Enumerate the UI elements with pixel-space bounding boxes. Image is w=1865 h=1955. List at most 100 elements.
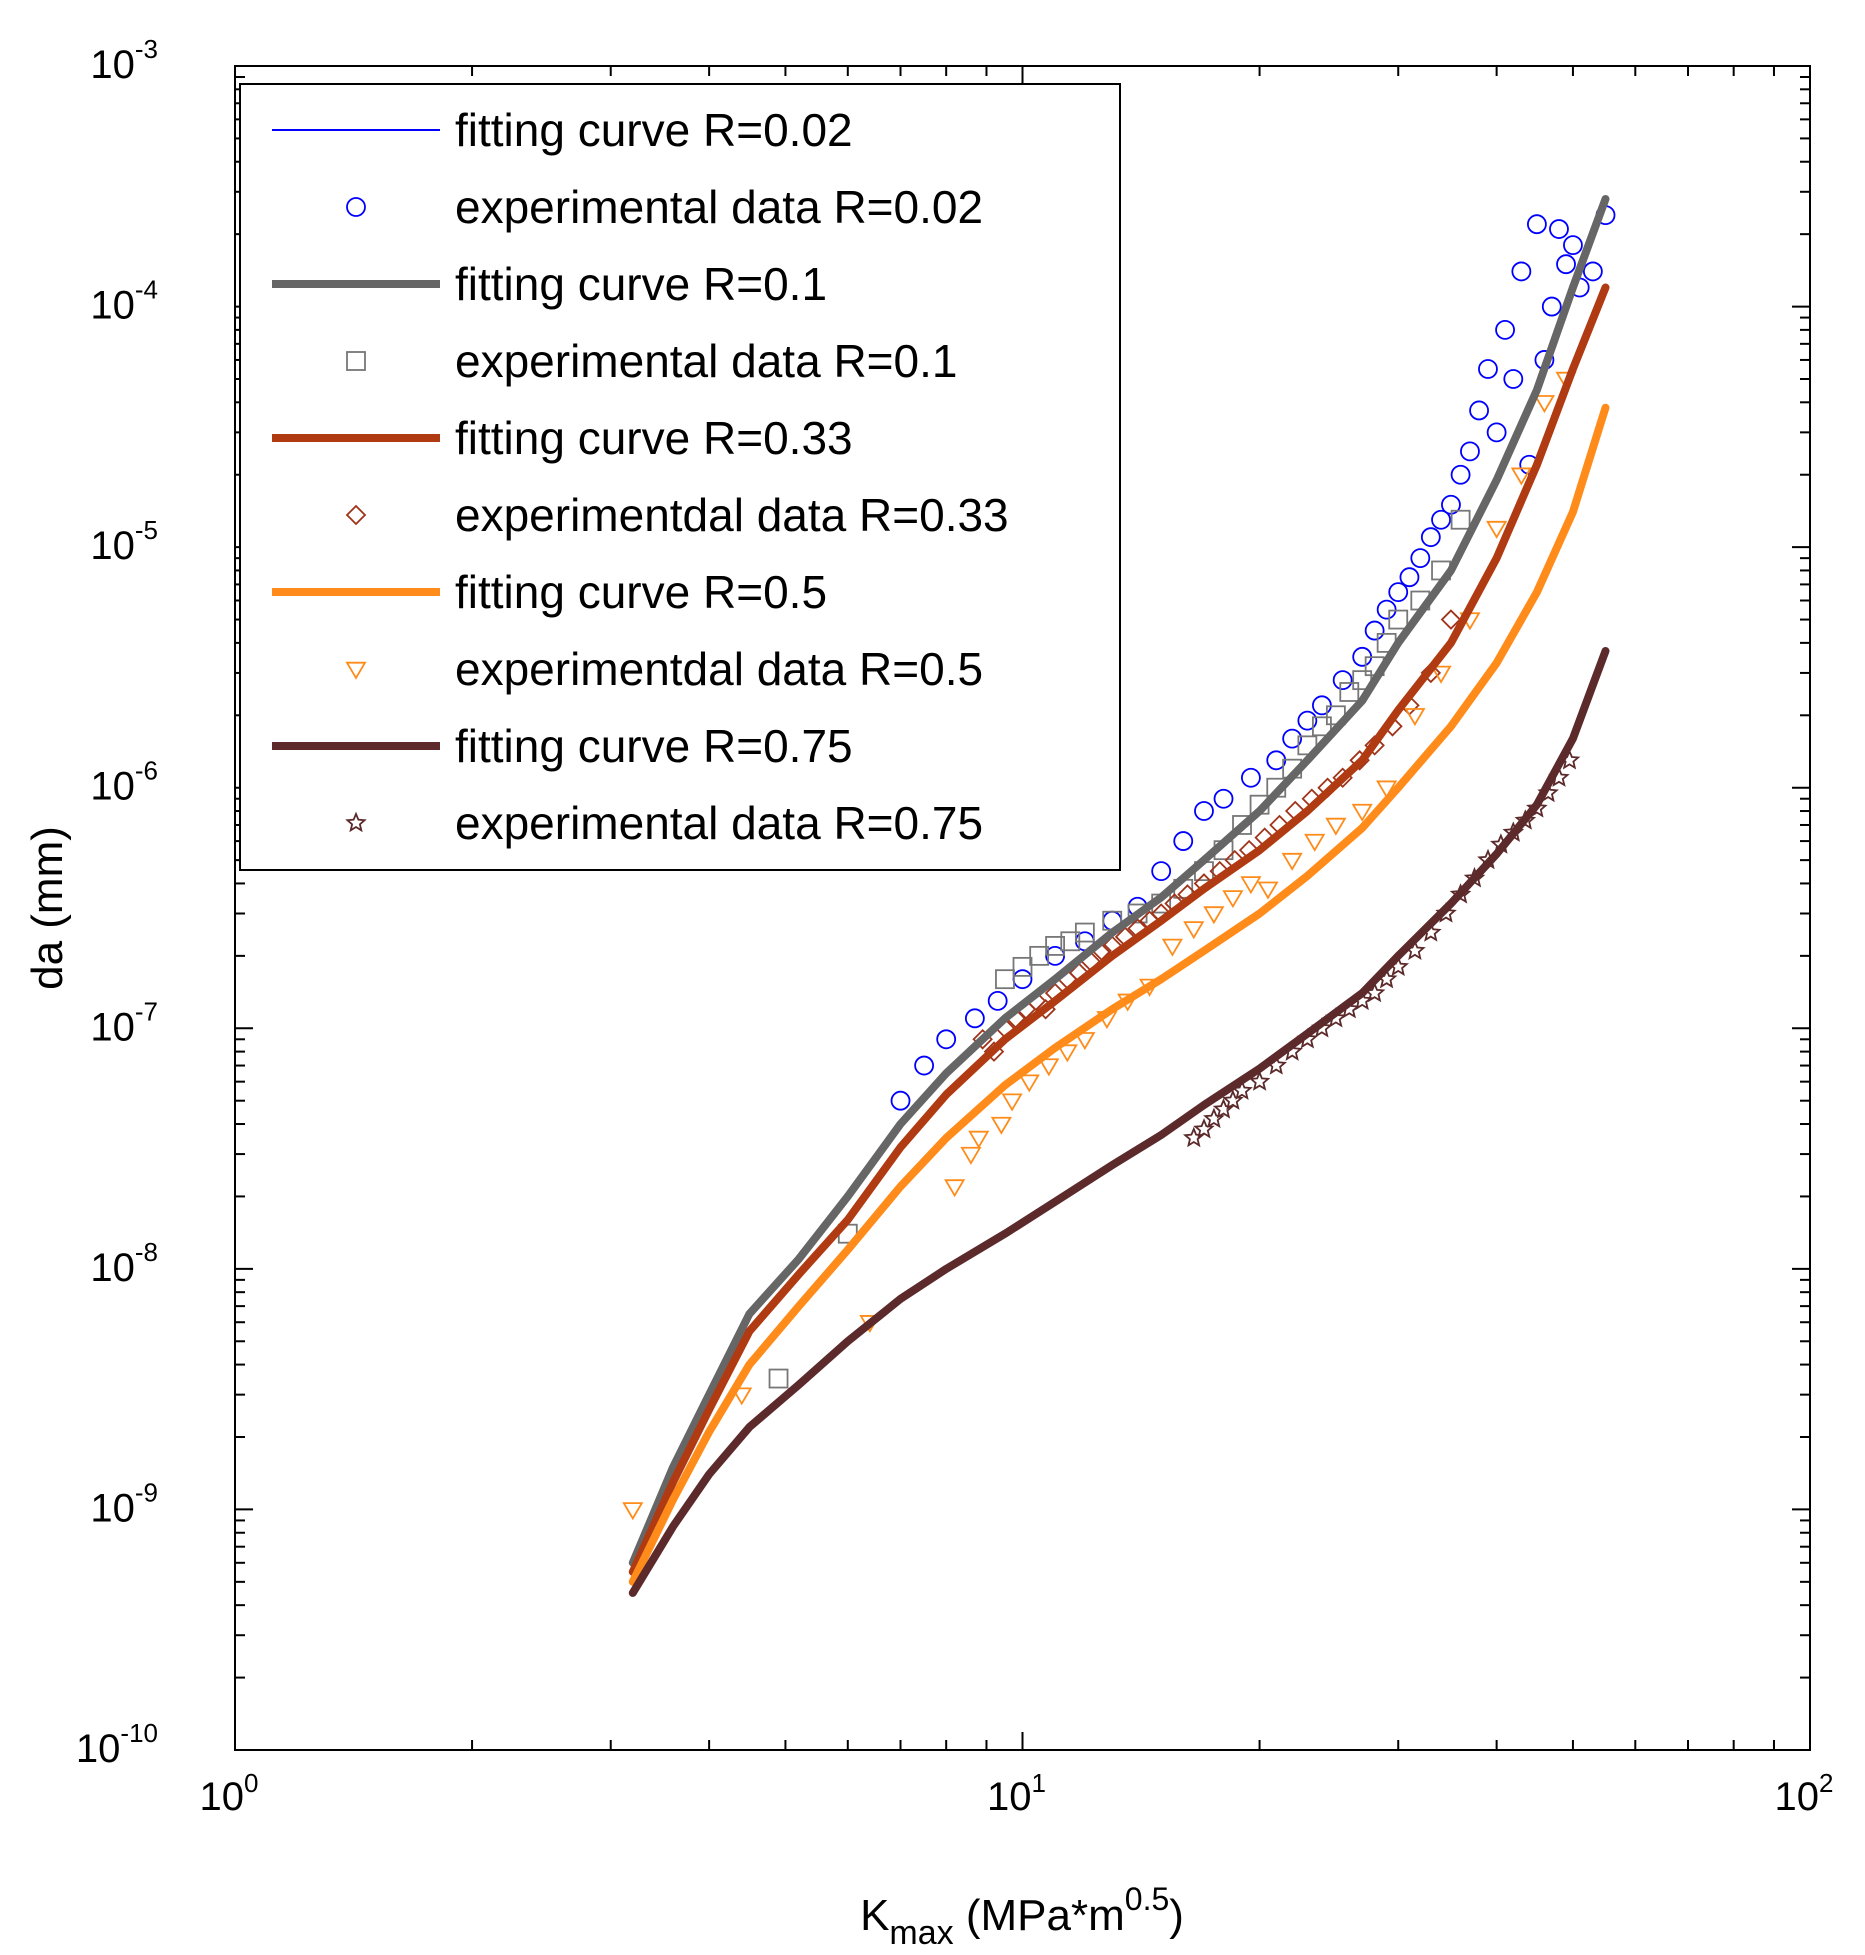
data-point	[1376, 599, 1397, 620]
series-layer	[622, 195, 1616, 1597]
data-point	[1056, 1044, 1078, 1063]
y-tick-label-exponent: -10	[120, 1718, 158, 1748]
data-point	[1248, 1070, 1271, 1091]
legend-item: experimentdal data R=0.33	[345, 489, 1009, 541]
data-point	[731, 1387, 753, 1406]
data-point	[1241, 767, 1261, 788]
data-point	[1304, 833, 1326, 852]
legend: fitting curve R=0.02 experimental data R=…	[239, 83, 1121, 871]
y-tick-label: 10-3	[90, 34, 158, 87]
y-tick-label: 10-8	[90, 1237, 158, 1290]
data-point	[1161, 938, 1183, 957]
data-point	[1281, 852, 1303, 871]
data-point	[1038, 1058, 1060, 1077]
data-point	[1257, 881, 1279, 900]
data-point	[1541, 296, 1562, 317]
data-point	[1222, 890, 1244, 909]
legend-item: fitting curve R=0.1	[272, 258, 827, 310]
x-tick-label-base: 10	[200, 1775, 245, 1819]
y-tick-label-base: 10	[90, 524, 135, 568]
data-point	[1469, 400, 1489, 421]
x-tick-label: 100	[200, 1768, 259, 1819]
y-axis-title: da (mm)	[23, 826, 72, 990]
x-tick-label-exponent: 1	[1032, 1768, 1046, 1798]
data-point	[1404, 708, 1426, 727]
data-point	[768, 1368, 789, 1389]
data-point	[1556, 254, 1576, 275]
data-point	[1074, 922, 1095, 943]
y-tick-label: 10-6	[90, 756, 158, 809]
data-point	[1495, 319, 1515, 340]
data-point	[1364, 620, 1385, 641]
y-tick-label-exponent: -8	[135, 1237, 158, 1267]
data-point	[987, 990, 1008, 1011]
series-fitting-curve-r-0-33	[628, 283, 1610, 1576]
x-tick-label-base: 10	[1775, 1775, 1820, 1819]
y-tick-label: 10-4	[90, 275, 158, 328]
data-point	[1582, 261, 1603, 282]
series-fitting-curve-r-0-75	[628, 647, 1610, 1597]
y-tick-label-base: 10	[90, 1246, 135, 1290]
legend-item: fitting curve R=0.02	[272, 104, 853, 156]
legend-swatch-marker	[345, 661, 367, 680]
data-point	[1431, 509, 1451, 530]
data-point	[1194, 801, 1214, 821]
x-axis-title-close: )	[1169, 1891, 1184, 1940]
legend-item: experimental data R=0.1	[346, 335, 957, 387]
data-point	[1511, 261, 1532, 282]
data-point	[1332, 670, 1353, 691]
data-point	[1526, 797, 1548, 818]
x-tick-label-base: 10	[987, 1775, 1032, 1819]
legend-item: experimental data R=0.02	[346, 181, 983, 233]
data-point	[968, 1130, 990, 1149]
fitting-curve-line	[628, 283, 1610, 1576]
data-point	[1001, 1093, 1023, 1112]
data-point	[1193, 1118, 1215, 1139]
legend-item: experimental data R=0.75	[345, 797, 983, 849]
legend-swatch-marker	[345, 504, 367, 526]
data-point	[1420, 527, 1441, 548]
data-point	[1549, 219, 1569, 239]
y-tick-label-base: 10	[76, 1727, 121, 1771]
x-tick-label-exponent: 2	[1819, 1768, 1833, 1798]
data-point	[1074, 1032, 1096, 1051]
y-tick-label-base: 10	[90, 284, 135, 328]
fitting-curve-line	[628, 195, 1610, 1567]
legend-label: fitting curve R=0.1	[455, 258, 827, 310]
data-point	[1240, 876, 1262, 895]
data-point	[1018, 1074, 1040, 1093]
fitting-curve-line	[628, 647, 1610, 1597]
data-point	[964, 1008, 985, 1029]
data-point	[1388, 609, 1409, 630]
data-point	[1478, 359, 1498, 379]
data-point	[1460, 441, 1480, 462]
y-tick-label: 10-7	[90, 996, 158, 1049]
legend-label: experimentdal data R=0.5	[455, 643, 983, 695]
data-point	[1213, 788, 1234, 809]
data-point	[1510, 467, 1532, 486]
fitting-curve-line	[628, 403, 1610, 1586]
y-tick-label-base: 10	[90, 1005, 135, 1049]
series-experimentdal-data-r-0-5	[622, 371, 1577, 1521]
data-point	[1527, 214, 1547, 235]
legend-label: fitting curve R=0.5	[455, 566, 827, 618]
y-tick-label-exponent: -7	[135, 996, 158, 1026]
data-point	[1440, 609, 1462, 630]
legend-label: experimental data R=0.75	[455, 797, 983, 849]
data-point	[990, 1116, 1012, 1135]
legend-item: fitting curve R=0.33	[272, 412, 853, 464]
data-point	[1151, 861, 1172, 882]
legend-swatch-marker	[346, 197, 366, 217]
y-tick-label-base: 10	[90, 1486, 135, 1530]
data-point	[960, 1146, 982, 1165]
data-point	[890, 1090, 911, 1111]
data-point	[1045, 945, 1065, 966]
data-point	[1312, 716, 1332, 737]
data-point	[1351, 803, 1373, 822]
data-point	[995, 969, 1015, 990]
legend-item: fitting curve R=0.5	[272, 566, 827, 618]
legend-swatch-marker	[345, 811, 367, 833]
legend-swatch-marker	[346, 351, 366, 371]
data-point	[1282, 728, 1303, 749]
x-axis-title-rest: (MPa*m	[954, 1891, 1125, 1940]
